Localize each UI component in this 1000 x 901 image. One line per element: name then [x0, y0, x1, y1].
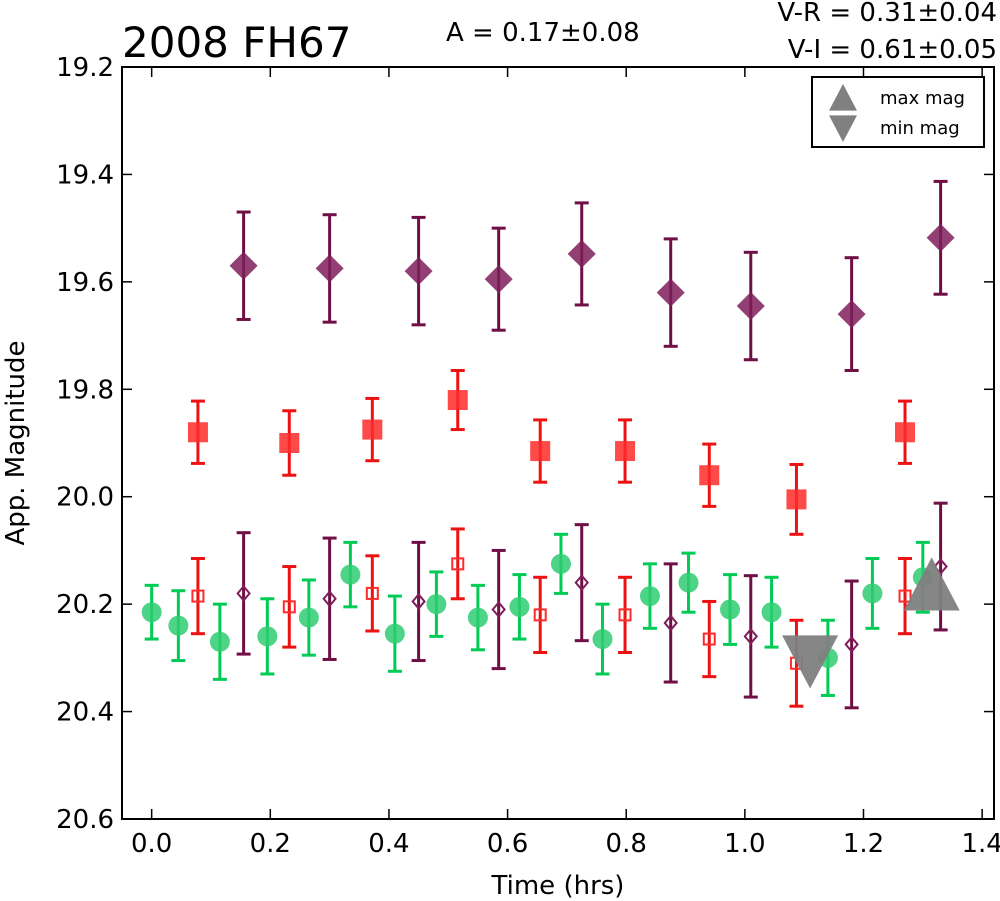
- data-point-square-open: [451, 557, 465, 571]
- data-point-square: [187, 422, 208, 443]
- data-point-square-open: [282, 600, 296, 614]
- amplitude-label: A = 0.17±0.08: [446, 18, 640, 48]
- y-tick-label: 19.2: [56, 53, 114, 83]
- data-point-square: [530, 441, 551, 462]
- series-v: [141, 532, 933, 697]
- x-tick-label: 0.8: [606, 829, 647, 859]
- data-point-circle: [509, 596, 530, 617]
- legend-label: max mag: [880, 88, 965, 109]
- min-mag-marker: [782, 635, 839, 689]
- data-point-diamond-open: [743, 627, 759, 645]
- data-point-circle: [550, 553, 571, 574]
- y-tick-label: 20.2: [56, 590, 114, 620]
- data-point-square: [362, 419, 383, 440]
- extrema-markers: [782, 557, 960, 689]
- data-point-square-open: [898, 589, 912, 603]
- data-point-square: [786, 489, 807, 510]
- x-tick-label: 1.4: [961, 829, 1000, 859]
- y-tick-label: 20.0: [56, 483, 114, 513]
- data-point-square: [279, 433, 300, 453]
- legend: max mag min mag: [811, 76, 985, 148]
- data-point-circle: [720, 599, 741, 620]
- chart-title: 2008 FH67: [122, 18, 351, 67]
- series-r: [187, 368, 916, 536]
- data-point-circle: [678, 572, 699, 593]
- data-point-diamond-open: [491, 600, 506, 619]
- x-tick-label: 0.6: [487, 829, 528, 859]
- data-point-square: [447, 390, 468, 411]
- y-tick-label: 19.8: [56, 375, 114, 405]
- data-point-circle: [592, 629, 613, 650]
- data-point-diamond: [404, 257, 433, 286]
- data-point-diamond-open: [411, 592, 426, 611]
- data-point-circle: [426, 594, 447, 615]
- data-point-square-open: [191, 589, 205, 603]
- data-point-diamond: [837, 300, 866, 329]
- y-tick-label: 20.6: [56, 805, 114, 835]
- data-point-circle: [340, 564, 361, 585]
- data-point-diamond-open: [844, 635, 859, 653]
- x-axis-label: Time (hrs): [491, 871, 625, 901]
- data-point-circle: [257, 626, 278, 647]
- data-point-diamond: [567, 239, 596, 268]
- x-tick-label: 0.4: [368, 829, 409, 859]
- data-point-diamond: [736, 292, 765, 321]
- data-point-circle: [209, 631, 230, 652]
- data-point-diamond: [229, 251, 258, 280]
- y-tick-label: 19.6: [56, 268, 114, 298]
- legend-min-mag-icon: [829, 115, 857, 142]
- data-point-square: [895, 422, 916, 443]
- plot-area: [141, 179, 960, 710]
- data-point-diamond: [656, 278, 685, 307]
- series-r-offset: [190, 527, 913, 708]
- color-index-vi: V-I = 0.61±0.05: [788, 35, 997, 65]
- data-point-circle: [141, 602, 162, 623]
- data-point-diamond-open: [574, 574, 589, 592]
- data-point-square-open: [533, 608, 547, 622]
- data-point-diamond-open: [933, 557, 948, 576]
- axis-ticks: 0.0 0.2 0.4 0.6 0.8 1.0 1.2 1.4 19.2 19.4 19.6 19.8…: [56, 53, 1000, 859]
- data-point-circle: [384, 623, 405, 644]
- x-tick-label: 1.2: [843, 829, 884, 859]
- data-point-diamond: [484, 265, 513, 294]
- y-tick-label: 20.4: [56, 698, 114, 728]
- data-point-diamond: [926, 223, 955, 252]
- x-tick-label: 0.0: [131, 829, 172, 859]
- data-point-circle: [639, 586, 660, 607]
- plot-frame: [121, 66, 995, 820]
- data-point-circle: [168, 615, 189, 636]
- series-i: [229, 179, 955, 372]
- data-point-diamond-open: [663, 614, 678, 632]
- data-point-diamond-open: [322, 590, 337, 608]
- data-point-square-open: [365, 586, 379, 600]
- legend-max-mag-icon: [829, 84, 857, 111]
- max-mag-marker: [903, 557, 960, 611]
- y-tick-label: 19.4: [56, 160, 114, 190]
- x-tick-label: 1.0: [724, 829, 765, 859]
- data-point-square-open: [618, 608, 632, 622]
- x-tick-label: 0.2: [250, 829, 291, 859]
- data-point-diamond: [315, 254, 344, 283]
- y-axis-label: App. Magnitude: [1, 340, 31, 545]
- data-point-square: [699, 465, 720, 486]
- legend-label: min mag: [880, 118, 960, 139]
- data-point-circle: [298, 607, 319, 628]
- data-point-circle: [467, 607, 488, 628]
- data-point-square-open: [702, 632, 716, 646]
- series-i-offset: [236, 501, 948, 710]
- data-point-square: [615, 441, 636, 462]
- color-index-vr: V-R = 0.31±0.04: [777, 0, 997, 28]
- data-point-diamond-open: [236, 584, 251, 602]
- data-point-circle: [761, 602, 782, 623]
- data-point-circle: [862, 583, 883, 604]
